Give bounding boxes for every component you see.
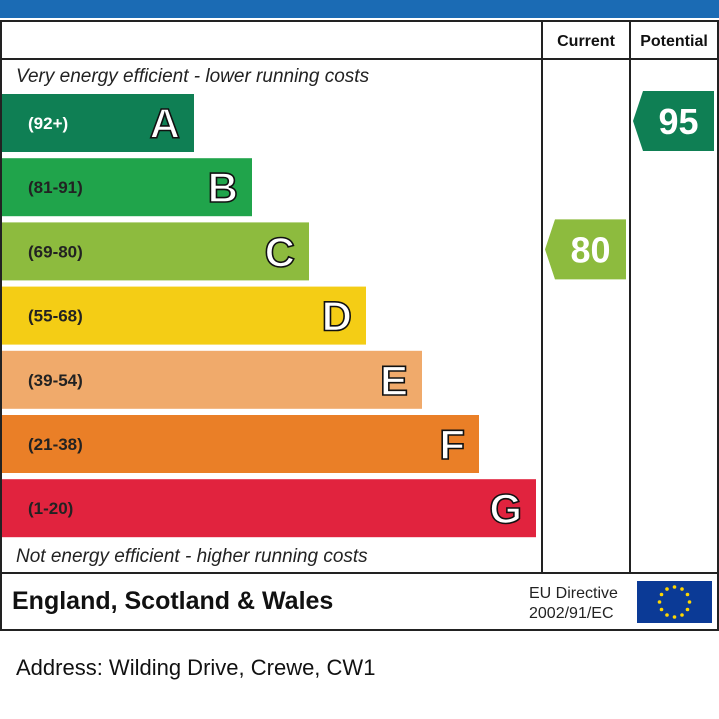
- band-a-range: (92+): [28, 114, 68, 133]
- rating-bands: (92+) A (81-91) B (69-80) C (55-68) D (39-54) E (2…: [2, 94, 536, 538]
- column-header-potential: Potential: [640, 33, 708, 50]
- band-d-range: (55-68): [28, 307, 83, 326]
- eu-star: [680, 613, 684, 617]
- top-note: Very energy efficient - lower running co…: [16, 66, 370, 87]
- title-banner: [0, 0, 719, 18]
- eu-star: [680, 587, 684, 591]
- band-c-bar: [2, 222, 309, 281]
- band-e-bar: [2, 350, 422, 409]
- eu-star: [659, 607, 664, 612]
- eu-star: [672, 615, 677, 619]
- eu-flag-icon: [637, 581, 712, 623]
- band-g-range: (1-20): [28, 499, 73, 518]
- eu-star: [685, 592, 690, 597]
- band-d-bar: [2, 286, 366, 345]
- chart-frame: [0, 20, 719, 631]
- band-c-range: (69-80): [28, 242, 83, 261]
- eu-star: [687, 600, 692, 604]
- band-f-letter: F: [439, 421, 465, 468]
- rating-indicators: 80 95: [545, 91, 714, 280]
- eu-directive-line2: 2002/91/EC: [529, 605, 614, 622]
- band-f-bar: [2, 415, 479, 473]
- band-a-letter: A: [150, 100, 180, 147]
- band-e-range: (39-54): [28, 371, 83, 390]
- footer-region: England, Scotland & Wales: [12, 587, 333, 615]
- eu-star: [665, 613, 669, 617]
- column-header-current: Current: [557, 33, 615, 50]
- band-a-bar: [2, 94, 194, 152]
- band-b-range: (81-91): [28, 178, 83, 197]
- epc-chart: Current Potential Very energy efficient …: [0, 20, 719, 631]
- band-f-range: (21-38): [28, 435, 83, 454]
- band-g-bar: [2, 479, 536, 538]
- potential-rating-indicator: [633, 91, 714, 151]
- eu-star: [659, 592, 664, 597]
- band-b-letter: B: [208, 164, 238, 211]
- eu-star: [665, 587, 669, 591]
- eu-directive-line1: EU Directive: [529, 585, 618, 602]
- current-rating-indicator: [545, 219, 626, 280]
- bottom-note: Not energy efficient - higher running co…: [16, 546, 368, 567]
- band-e-letter: E: [380, 357, 408, 404]
- band-c-letter: C: [265, 228, 295, 275]
- potential-rating-value: 95: [658, 101, 698, 142]
- band-d-letter: D: [322, 293, 352, 340]
- band-b-bar: [2, 158, 252, 217]
- band-g-letter: G: [489, 485, 522, 532]
- eu-star: [672, 585, 677, 589]
- eu-star: [657, 600, 662, 604]
- eu-star: [685, 607, 690, 612]
- address-text: Address: Wilding Drive, Crewe, CW1: [16, 655, 376, 680]
- current-rating-value: 80: [570, 229, 610, 270]
